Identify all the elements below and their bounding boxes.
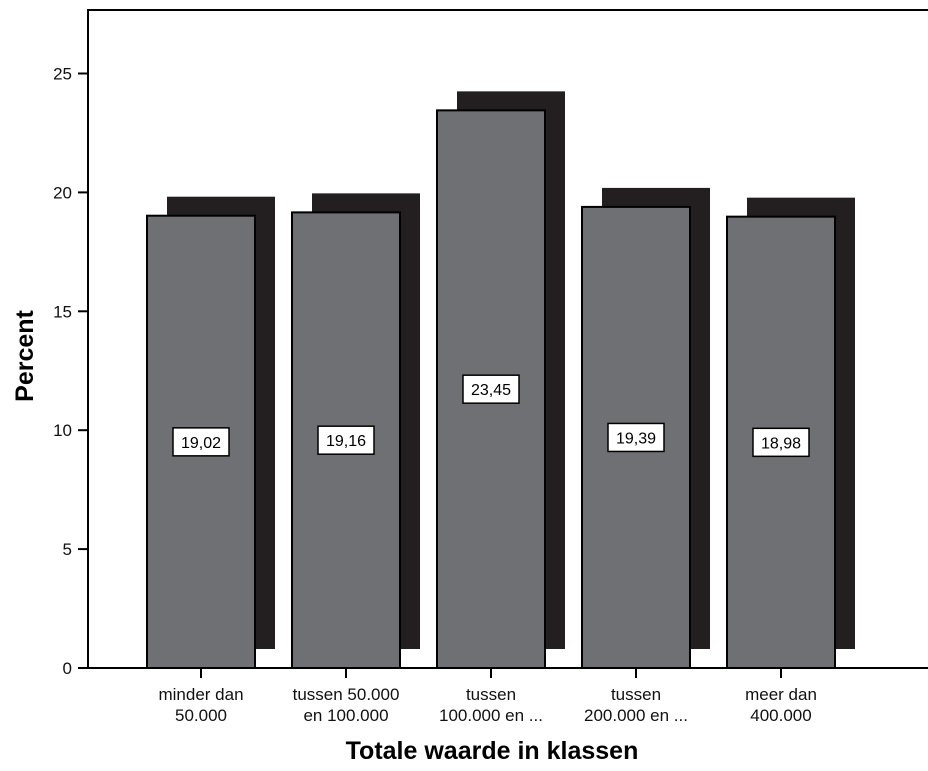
bars-group: 19,02 19,16 23,45 19,39 18,98 bbox=[146, 91, 855, 670]
x-tick-label-0-line-1: 50.000 bbox=[175, 706, 227, 725]
data-label-0: 19,02 bbox=[181, 435, 221, 452]
y-tick-label-0: 0 bbox=[63, 659, 72, 678]
x-tick-label-3-line-0: tussen bbox=[611, 685, 661, 704]
x-tick-label-0-line-0: minder dan bbox=[158, 685, 243, 704]
bar-group-2: 23,45 bbox=[436, 91, 565, 669]
x-axis: minder dan 50.000 tussen 50.000 en 100.000 t… bbox=[88, 667, 928, 725]
bar-group-0: 19,02 bbox=[146, 196, 275, 669]
data-label-box-3 bbox=[607, 422, 665, 453]
x-tick-label-3-line-1: 200.000 en ... bbox=[584, 706, 688, 725]
x-tick-label-2-line-0: tussen bbox=[466, 685, 516, 704]
data-label-4: 18,98 bbox=[761, 435, 801, 452]
x-axis-title: Totale waarde in klassen bbox=[346, 737, 639, 765]
data-label-3: 19,39 bbox=[616, 430, 656, 447]
data-label-2: 23,45 bbox=[471, 382, 511, 399]
data-label-1: 19,16 bbox=[326, 433, 366, 450]
y-tick-label-2: 10 bbox=[53, 421, 72, 440]
x-tick-label-1-line-0: tussen 50.000 bbox=[293, 685, 400, 704]
y-tick-label-4: 20 bbox=[53, 183, 72, 202]
x-tick-label-4-line-1: 400.000 bbox=[750, 706, 811, 725]
y-axis-title: Percent bbox=[11, 309, 39, 401]
data-label-box-2 bbox=[462, 374, 520, 404]
x-tick-label-4-line-0: meer dan bbox=[745, 685, 817, 704]
y-axis: 0 5 10 15 20 25 bbox=[53, 65, 88, 678]
bar-group-3: 19,39 bbox=[581, 187, 710, 670]
y-tick-label-1: 5 bbox=[63, 540, 72, 559]
data-label-box-1 bbox=[317, 425, 375, 455]
data-label-box-0 bbox=[172, 427, 230, 457]
bar-group-1: 19,16 bbox=[291, 193, 420, 669]
y-tick-label-3: 15 bbox=[53, 302, 72, 321]
data-label-box-4 bbox=[752, 427, 810, 458]
bar-group-4: 18,98 bbox=[726, 197, 855, 669]
y-tick-label-5: 25 bbox=[53, 65, 72, 84]
x-tick-label-1-line-1: en 100.000 bbox=[303, 706, 388, 725]
x-tick-label-2-line-1: 100.000 en ... bbox=[439, 706, 543, 725]
